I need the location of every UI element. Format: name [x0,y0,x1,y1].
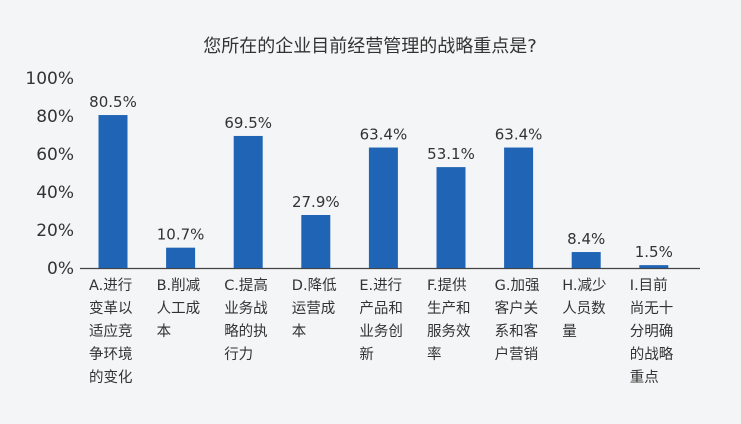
data-label: 8.4% [567,230,605,248]
category-label-line: B.削减 [157,277,201,294]
category-label-line: G.加强 [495,277,540,294]
category-label-line: 尚无十 [630,300,674,317]
category-label: F.提供生产和服务效率 [427,277,471,363]
category-label-line: 量 [562,324,577,340]
data-label: 69.5% [224,114,272,132]
category-label-line: 本 [157,323,172,340]
category-label-line: A.进行 [89,277,132,294]
category-label-line: D.降低 [292,277,337,294]
bar [504,147,534,268]
bar [98,115,128,268]
y-tick-label: 100% [25,69,74,89]
category-label: D.降低运营成本 [292,277,337,340]
category-label-line: 运营成 [292,300,336,317]
bar [639,265,669,268]
category-label-line: 客户关 [495,300,538,317]
category-label-line: 业务创 [359,323,403,340]
category-label-line: 人工成 [157,300,201,317]
data-label: 10.7% [157,226,205,244]
y-axis: 0% 20% 40% 60% 80% 100% [25,69,700,279]
category-label-line: 略的执 [224,323,268,340]
category-label: E.进行产品和业务创新 [359,277,403,363]
bars [98,115,669,268]
data-label: 1.5% [635,243,673,261]
category-label-line: 业务战 [224,300,268,317]
category-label-line: 行力 [224,346,253,363]
category-label-line: 产品和 [359,300,403,317]
category-label: I.目前尚无十分明确的战略重点 [630,277,674,386]
y-tick-label: 20% [36,221,74,241]
data-label: 63.4% [495,126,543,144]
category-label-line: 率 [427,346,442,363]
category-label: B.削减人工成本 [157,277,201,340]
data-label: 27.9% [292,193,340,211]
category-label: A.进行变革以适应竞争环境的变化 [89,277,133,386]
data-labels: 80.5% 10.7% 69.5% 27.9% 63.4% 53.1% 63.4% 8.4% 1… [89,93,673,261]
category-label: G.加强客户关系和客户营销 [495,277,540,363]
category-label: C.提高业务战略的执行力 [224,277,268,363]
category-labels: A.进行变革以适应竞争环境的变化 B.削减人工成本 C.提高业务战略的执行力 D.降低… [89,277,674,386]
category-label: H.减少人员数量 [562,277,606,340]
category-label-line: H.减少 [562,277,606,294]
category-label-line: 新 [359,346,374,363]
y-tick-label: 60% [36,145,74,165]
data-label: 63.4% [360,126,408,144]
category-label-line: 户营销 [495,346,538,363]
category-label-line: 适应竞 [89,322,133,340]
bar [571,252,601,268]
category-label-line: 生产和 [427,300,471,317]
bar [301,214,331,268]
y-tick-label: 0% [47,259,74,279]
category-label-line: I.目前 [630,277,668,294]
category-label-line: 的战略 [630,346,674,363]
bar [233,135,263,268]
y-tick-label: 80% [36,107,74,127]
category-label-line: 的变化 [89,369,133,386]
category-label-line: 争环境 [89,345,133,363]
data-label: 80.5% [89,93,137,111]
y-tick-label: 40% [36,183,74,203]
category-label-line: 重点 [630,369,659,386]
category-label-line: 本 [292,323,307,340]
category-label-line: 变革以 [89,300,133,317]
category-label-line: E.进行 [359,277,402,294]
chart-title: 您所在的企业目前经营管理的战略重点是? [203,36,537,57]
category-label-line: 服务效 [427,323,471,340]
bar [166,247,196,268]
bar [436,167,466,268]
category-label-line: F.提供 [427,277,467,294]
category-label-line: C.提高 [224,277,268,294]
bar [368,147,398,268]
category-label-line: 系和客 [495,323,538,340]
data-label: 53.1% [427,145,475,163]
category-label-line: 分明确 [630,323,674,340]
category-label-line: 人员数 [562,300,606,317]
